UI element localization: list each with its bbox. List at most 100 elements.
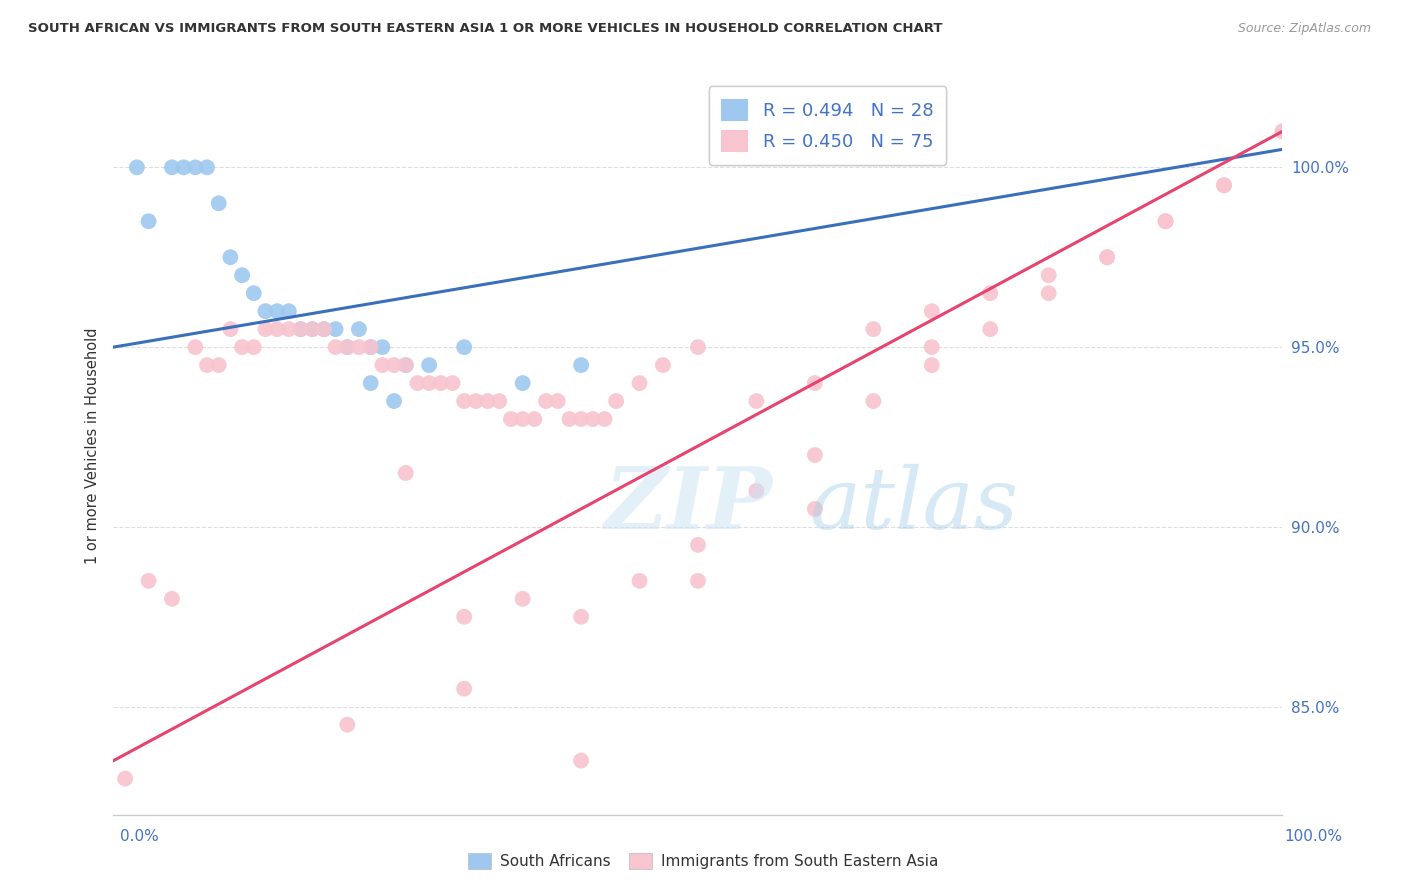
Point — [360, 340, 382, 354]
Point — [628, 376, 651, 390]
Point — [569, 358, 592, 372]
Point — [979, 322, 1001, 336]
Point — [745, 483, 768, 498]
Text: Source: ZipAtlas.com: Source: ZipAtlas.com — [1237, 22, 1371, 36]
Point — [569, 412, 592, 426]
Point — [254, 322, 277, 336]
Point — [862, 394, 884, 409]
Point — [628, 574, 651, 588]
Point — [406, 376, 429, 390]
Point — [804, 376, 827, 390]
Point — [1213, 178, 1236, 193]
Point — [114, 772, 136, 786]
Point — [347, 322, 370, 336]
Point — [138, 214, 160, 228]
Legend: R = 0.494   N = 28, R = 0.450   N = 75: R = 0.494 N = 28, R = 0.450 N = 75 — [709, 87, 946, 165]
Point — [219, 250, 242, 264]
Point — [686, 538, 709, 552]
Point — [523, 412, 546, 426]
Point — [184, 340, 207, 354]
Point — [804, 448, 827, 462]
Point — [651, 358, 673, 372]
Point — [582, 412, 605, 426]
Point — [477, 394, 499, 409]
Point — [208, 196, 231, 211]
Point — [347, 340, 370, 354]
Point — [745, 394, 768, 409]
Point — [290, 322, 312, 336]
Point — [312, 322, 335, 336]
Point — [382, 394, 405, 409]
Point — [360, 376, 382, 390]
Point — [371, 358, 394, 372]
Point — [499, 412, 522, 426]
Point — [231, 268, 253, 283]
Point — [195, 161, 218, 175]
Point — [208, 358, 231, 372]
Point — [534, 394, 557, 409]
Point — [266, 304, 288, 318]
Point — [512, 412, 534, 426]
Point — [277, 322, 299, 336]
Point — [231, 340, 253, 354]
Point — [266, 322, 288, 336]
Point — [558, 412, 581, 426]
Point — [804, 502, 827, 516]
Point — [395, 466, 418, 480]
Point — [1154, 214, 1177, 228]
Point — [512, 376, 534, 390]
Point — [336, 340, 359, 354]
Point — [1213, 178, 1236, 193]
Point — [219, 322, 242, 336]
Point — [512, 591, 534, 606]
Point — [312, 322, 335, 336]
Point — [453, 394, 475, 409]
Point — [242, 286, 264, 301]
Point — [301, 322, 323, 336]
Point — [254, 304, 277, 318]
Point — [430, 376, 453, 390]
Point — [336, 717, 359, 731]
Point — [921, 304, 943, 318]
Point — [1271, 124, 1294, 138]
Point — [1271, 124, 1294, 138]
Point — [395, 358, 418, 372]
Point — [1095, 250, 1118, 264]
Point — [195, 358, 218, 372]
Point — [453, 609, 475, 624]
Point — [862, 322, 884, 336]
Point — [173, 161, 195, 175]
Point — [371, 340, 394, 354]
Point — [921, 358, 943, 372]
Point — [160, 161, 183, 175]
Point — [921, 340, 943, 354]
Point — [441, 376, 464, 390]
Point — [242, 340, 264, 354]
Text: 0.0%: 0.0% — [120, 830, 159, 844]
Legend: South Africans, Immigrants from South Eastern Asia: South Africans, Immigrants from South Ea… — [461, 847, 945, 875]
Point — [569, 754, 592, 768]
Point — [1038, 286, 1060, 301]
Point — [325, 340, 347, 354]
Point — [382, 358, 405, 372]
Point — [418, 358, 440, 372]
Text: 100.0%: 100.0% — [1285, 830, 1343, 844]
Point — [360, 340, 382, 354]
Point — [290, 322, 312, 336]
Point — [464, 394, 486, 409]
Point — [1154, 214, 1177, 228]
Point — [569, 609, 592, 624]
Point — [418, 376, 440, 390]
Point — [125, 161, 148, 175]
Text: atlas: atlas — [808, 464, 1018, 546]
Point — [593, 412, 616, 426]
Point — [336, 340, 359, 354]
Point — [138, 574, 160, 588]
Point — [453, 681, 475, 696]
Point — [395, 358, 418, 372]
Point — [1038, 268, 1060, 283]
Text: SOUTH AFRICAN VS IMMIGRANTS FROM SOUTH EASTERN ASIA 1 OR MORE VEHICLES IN HOUSEH: SOUTH AFRICAN VS IMMIGRANTS FROM SOUTH E… — [28, 22, 942, 36]
Point — [453, 340, 475, 354]
Point — [301, 322, 323, 336]
Point — [488, 394, 510, 409]
